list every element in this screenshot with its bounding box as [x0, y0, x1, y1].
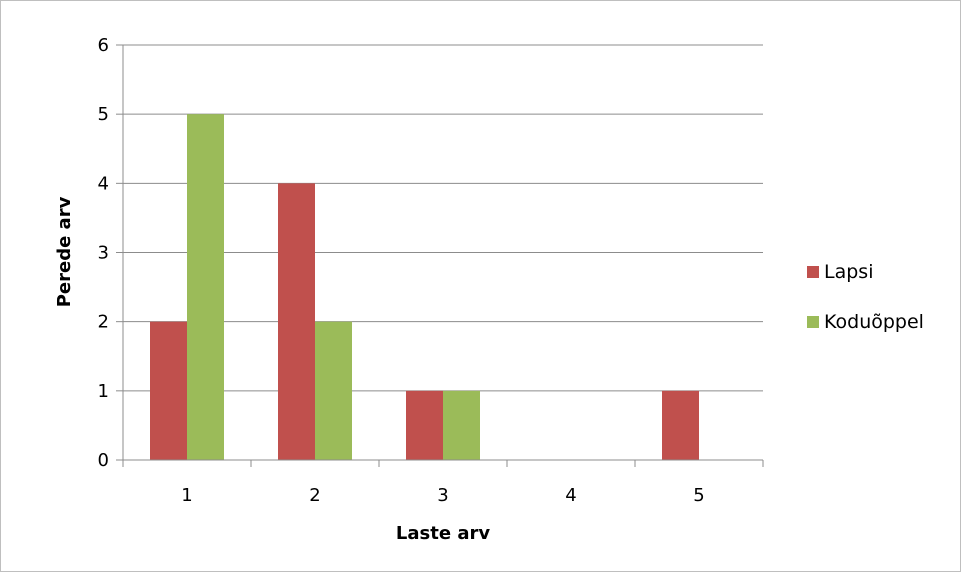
x-tick-label: 3	[437, 485, 448, 506]
bar-lapsi-5	[662, 390, 699, 460]
x-axis-title: Laste arv	[396, 523, 490, 544]
y-tick-label: 5	[98, 104, 109, 125]
axes	[122, 45, 764, 467]
legend-label-koduõppel: Koduõppel	[824, 311, 924, 333]
bar-lapsi-2	[278, 183, 315, 461]
bar-koduõppel-2	[315, 321, 352, 460]
y-tick-label: 2	[98, 312, 109, 333]
x-tick-label: 4	[565, 485, 576, 506]
y-tick-labels: 0 1 2 3 4 5 6	[98, 35, 109, 471]
legend: Lapsi Koduõppel	[807, 261, 924, 333]
bar-koduõppel-3	[443, 390, 480, 460]
y-axis-title: Perede arv	[54, 196, 75, 307]
bar-lapsi-1	[150, 321, 187, 460]
bar-koduõppel-1	[187, 114, 224, 461]
y-tick-label: 3	[98, 243, 109, 264]
legend-label-lapsi: Lapsi	[824, 261, 873, 283]
x-tick-label: 5	[693, 485, 704, 506]
y-tick-label: 4	[98, 173, 109, 194]
y-tick-label: 1	[98, 381, 109, 402]
bar-lapsi-3	[406, 390, 443, 460]
x-tick-label: 2	[309, 485, 320, 506]
legend-swatch-koduõppel	[807, 316, 819, 328]
x-tick-labels: 1 2 3 4 5	[181, 485, 704, 506]
legend-swatch-lapsi	[807, 266, 819, 278]
y-tick-label: 0	[98, 450, 109, 471]
gridlines	[116, 44, 763, 461]
bars	[150, 114, 699, 461]
y-tick-label: 6	[98, 35, 109, 56]
x-tick-label: 1	[181, 485, 192, 506]
